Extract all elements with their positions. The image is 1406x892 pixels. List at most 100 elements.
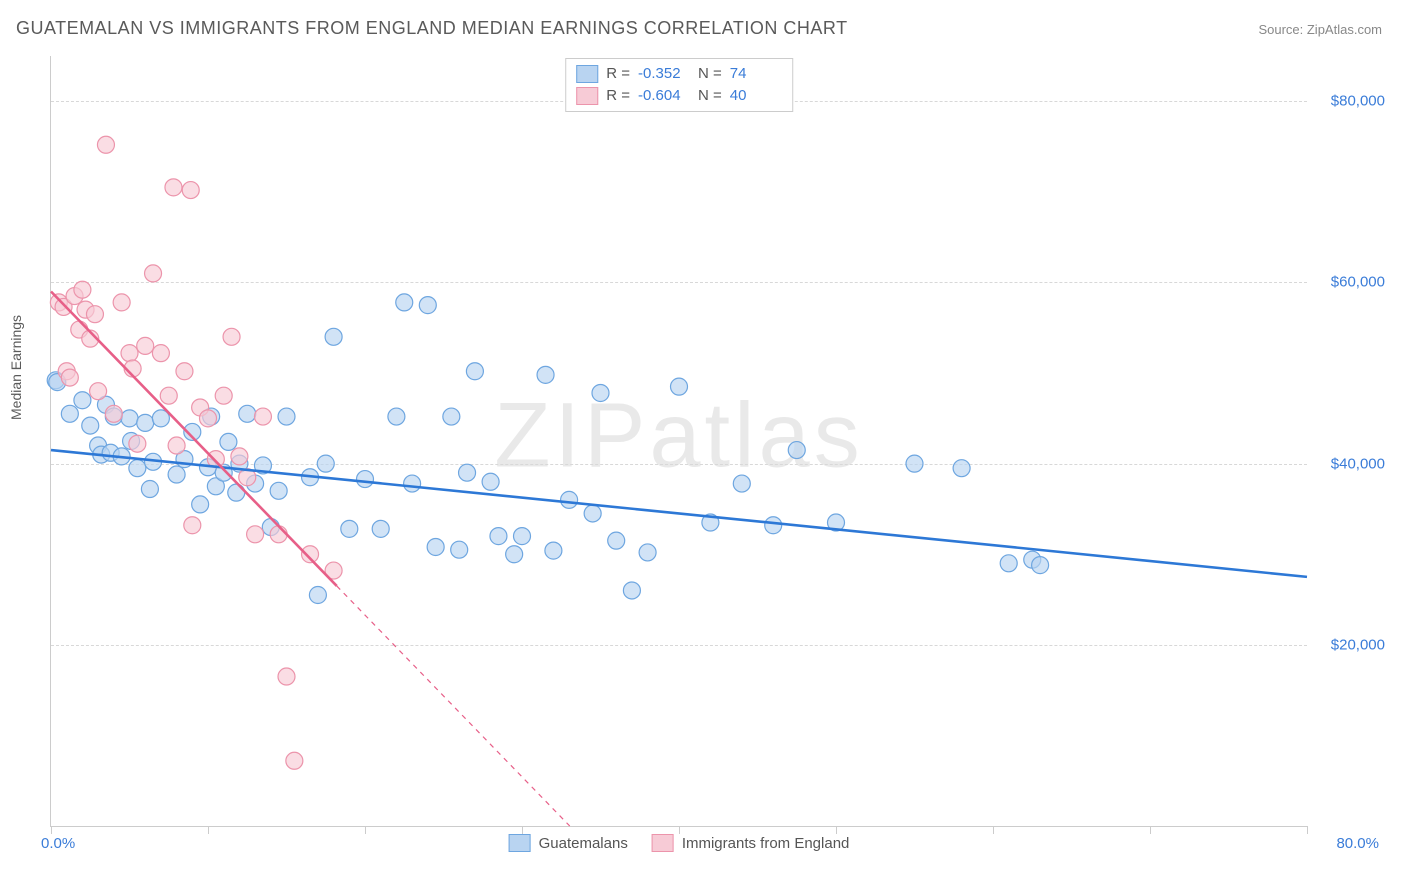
data-point	[357, 471, 374, 488]
data-point	[639, 544, 656, 561]
legend-series-label: Guatemalans	[539, 835, 628, 852]
data-point	[906, 455, 923, 472]
data-point	[388, 408, 405, 425]
data-point	[129, 435, 146, 452]
data-point	[113, 294, 130, 311]
data-point	[466, 363, 483, 380]
data-point	[200, 410, 217, 427]
legend-series-label: Immigrants from England	[682, 835, 850, 852]
data-point	[176, 363, 193, 380]
x-tick	[1150, 826, 1151, 834]
data-point	[97, 136, 114, 153]
legend-swatch	[652, 834, 674, 852]
x-axis-max-label: 80.0%	[1336, 835, 1379, 852]
data-point	[86, 306, 103, 323]
data-point	[74, 281, 91, 298]
data-point	[286, 752, 303, 769]
data-point	[490, 528, 507, 545]
r-label: R =	[606, 85, 630, 107]
data-point	[545, 542, 562, 559]
data-point	[182, 182, 199, 199]
data-point	[61, 405, 78, 422]
data-point	[592, 384, 609, 401]
data-point	[254, 408, 271, 425]
legend-stat-row: R = -0.352 N = 74	[576, 63, 782, 85]
data-point	[1032, 557, 1049, 574]
r-value: -0.352	[638, 63, 690, 85]
data-point	[396, 294, 413, 311]
data-point	[220, 433, 237, 450]
legend-stat-row: R = -0.604 N = 40	[576, 85, 782, 107]
chart-title: GUATEMALAN VS IMMIGRANTS FROM ENGLAND ME…	[16, 18, 848, 39]
r-label: R =	[606, 63, 630, 85]
legend-series-item: Immigrants from England	[652, 834, 850, 852]
trend-line	[51, 450, 1307, 577]
n-value: 74	[730, 63, 782, 85]
legend-series-box: Guatemalans Immigrants from England	[509, 834, 850, 852]
chart-container: GUATEMALAN VS IMMIGRANTS FROM ENGLAND ME…	[0, 0, 1406, 892]
data-point	[459, 464, 476, 481]
x-tick	[1307, 826, 1308, 834]
legend-series-item: Guatemalans	[509, 834, 628, 852]
data-point	[372, 520, 389, 537]
x-tick	[522, 826, 523, 834]
y-tick-label: $20,000	[1315, 636, 1385, 653]
legend-swatch	[509, 834, 531, 852]
data-point	[1000, 555, 1017, 572]
scatter-svg	[51, 56, 1307, 826]
data-point	[325, 328, 342, 345]
data-point	[427, 538, 444, 555]
data-point	[141, 481, 158, 498]
n-label: N =	[698, 85, 722, 107]
data-point	[341, 520, 358, 537]
data-point	[223, 328, 240, 345]
source-attribution: Source: ZipAtlas.com	[1258, 22, 1382, 37]
data-point	[90, 383, 107, 400]
y-tick-label: $80,000	[1315, 93, 1385, 110]
n-value: 40	[730, 85, 782, 107]
data-point	[623, 582, 640, 599]
data-point	[309, 587, 326, 604]
legend-swatch	[576, 65, 598, 83]
data-point	[278, 668, 295, 685]
data-point	[168, 437, 185, 454]
x-tick	[993, 826, 994, 834]
data-point	[137, 414, 154, 431]
data-point	[168, 466, 185, 483]
data-point	[105, 405, 122, 422]
data-point	[671, 378, 688, 395]
n-label: N =	[698, 63, 722, 85]
data-point	[733, 475, 750, 492]
data-point	[278, 408, 295, 425]
data-point	[514, 528, 531, 545]
data-point	[121, 345, 138, 362]
data-point	[270, 526, 287, 543]
data-point	[419, 297, 436, 314]
x-axis-min-label: 0.0%	[41, 835, 75, 852]
data-point	[74, 392, 91, 409]
r-value: -0.604	[638, 85, 690, 107]
data-point	[270, 482, 287, 499]
x-tick	[51, 826, 52, 834]
data-point	[61, 369, 78, 386]
y-axis-label: Median Earnings	[8, 315, 24, 420]
data-point	[121, 410, 138, 427]
x-tick	[679, 826, 680, 834]
data-point	[584, 505, 601, 522]
data-point	[443, 408, 460, 425]
data-point	[239, 405, 256, 422]
data-point	[247, 526, 264, 543]
legend-stats-box: R = -0.352 N = 74 R = -0.604 N = 40	[565, 58, 793, 112]
data-point	[608, 532, 625, 549]
data-point	[953, 460, 970, 477]
data-point	[192, 496, 209, 513]
x-tick	[208, 826, 209, 834]
data-point	[145, 265, 162, 282]
data-point	[82, 417, 99, 434]
data-point	[506, 546, 523, 563]
plot-area: ZIPatlas $20,000$40,000$60,000$80,000 0.…	[50, 56, 1307, 827]
x-tick	[836, 826, 837, 834]
data-point	[129, 460, 146, 477]
x-tick	[365, 826, 366, 834]
trend-line-extension	[337, 586, 570, 826]
